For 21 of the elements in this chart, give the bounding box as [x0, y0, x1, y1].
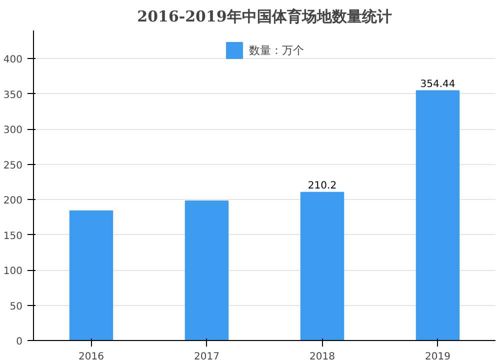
y-tick-label: 350 [3, 90, 23, 101]
data-label: 354.44 [420, 78, 456, 90]
chart-title: 2016-2019年中国体育场地数量统计 [137, 8, 392, 26]
y-tick-label: 100 [3, 266, 23, 278]
bar [69, 210, 114, 340]
y-tick-label: 150 [3, 230, 23, 242]
y-tick-label: 200 [3, 196, 23, 207]
y-tick-label: 250 [3, 160, 23, 172]
x-tick-label: 2019 [425, 352, 450, 362]
bar [184, 200, 229, 340]
y-tick-label: 400 [3, 54, 23, 66]
y-tick-label: 0 [16, 336, 23, 348]
data-label: 210.2 [308, 180, 337, 192]
legend-label: 数量：万个 [249, 42, 304, 58]
x-tick-label: 2018 [310, 352, 335, 362]
y-tick-label: 300 [3, 125, 23, 136]
x-tick-label: 2016 [78, 352, 104, 362]
bar [300, 192, 344, 340]
bar [416, 90, 460, 340]
y-tick-label: 50 [10, 301, 23, 312]
x-tick-label: 2017 [194, 352, 220, 362]
